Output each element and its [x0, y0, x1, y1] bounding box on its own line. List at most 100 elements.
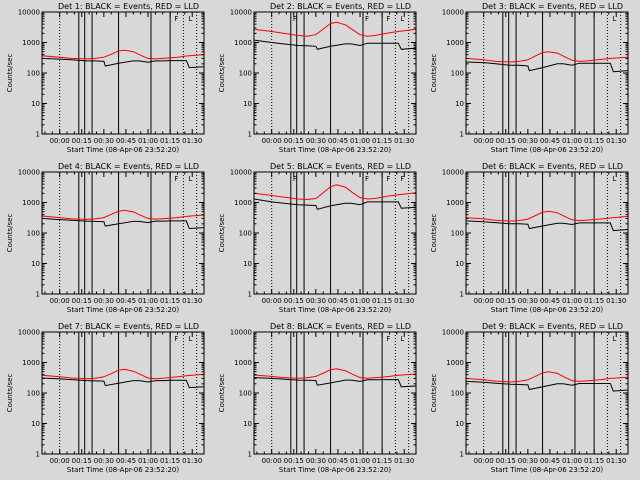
y-tick-label: 1 — [460, 291, 464, 299]
x-tick-label: 00:45 — [328, 137, 348, 145]
y-axis-label: Counts/sec — [218, 374, 226, 413]
x-tick-label: 00:15 — [72, 457, 92, 465]
chart-title: Det 2: BLACK = Events, RED = LLD — [270, 2, 411, 11]
y-tick-label: 10000 — [442, 329, 464, 337]
x-axis-label: Start Time (08-Apr-06 23:52:20) — [67, 146, 179, 154]
x-tick-label: 00:15 — [496, 457, 516, 465]
plot-frame — [253, 171, 417, 295]
x-tick-label: 01:00 — [562, 137, 582, 145]
flag-marker: L — [612, 175, 616, 183]
y-axis-label: Counts/sec — [6, 214, 14, 253]
y-tick-label: 1000 — [234, 39, 252, 47]
y-tick-label: 1 — [460, 451, 464, 459]
y-tick-label: 10 — [31, 100, 40, 108]
x-tick-label: 00:45 — [328, 457, 348, 465]
y-tick-label: 100 — [239, 390, 252, 398]
x-axis-label: Start Time (08-Apr-06 23:52:20) — [491, 146, 603, 154]
series-line-events — [253, 39, 417, 50]
x-tick-label: 01:15 — [372, 297, 392, 305]
x-tick-label: 00:00 — [474, 137, 494, 145]
plot-frame — [41, 171, 205, 295]
series-line-lld — [465, 51, 629, 63]
series-line-lld — [41, 368, 205, 380]
y-tick-label: 1000 — [234, 199, 252, 207]
x-tick-label: 00:45 — [540, 457, 560, 465]
flag-marker: L — [612, 335, 616, 343]
plot-frame — [253, 11, 417, 135]
y-tick-label: 100 — [451, 70, 464, 78]
x-tick-label: 00:45 — [540, 137, 560, 145]
series-line-events — [465, 220, 629, 232]
y-tick-label: 10 — [455, 260, 464, 268]
y-tick-label: 10000 — [230, 9, 252, 17]
flag-marker: F — [174, 175, 178, 183]
y-tick-label: 1 — [36, 131, 40, 139]
x-tick-label: 00:45 — [116, 297, 136, 305]
x-axis-label: Start Time (08-Apr-06 23:52:20) — [67, 466, 179, 474]
x-tick-label: 00:15 — [72, 297, 92, 305]
x-tick-label: 00:15 — [72, 137, 92, 145]
plot-frame — [41, 11, 205, 135]
y-tick-label: 1 — [248, 291, 252, 299]
y-tick-label: 100 — [239, 230, 252, 238]
series-line-events — [41, 217, 205, 230]
x-tick-label: 00:15 — [284, 457, 304, 465]
plot-frame — [253, 331, 417, 455]
x-tick-label: 01:00 — [350, 457, 370, 465]
x-tick-label: 01:00 — [350, 297, 370, 305]
flag-marker: L — [188, 335, 192, 343]
y-tick-label: 1 — [248, 451, 252, 459]
x-tick-label: 00:30 — [94, 457, 114, 465]
flag-marker: F — [174, 15, 178, 23]
x-tick-label: 00:30 — [306, 457, 326, 465]
x-tick-label: 01:30 — [394, 297, 414, 305]
y-tick-label: 1000 — [22, 39, 40, 47]
y-tick-label: 1 — [460, 131, 464, 139]
x-tick-label: 00:45 — [540, 297, 560, 305]
plot-frame — [465, 331, 629, 455]
flag-marker: L — [400, 335, 404, 343]
x-tick-label: 00:15 — [284, 297, 304, 305]
y-axis-label: Counts/sec — [6, 54, 14, 93]
flag-marker: L — [612, 15, 616, 23]
x-tick-label: 01:30 — [182, 457, 202, 465]
y-tick-label: 1000 — [234, 359, 252, 367]
x-tick-label: 00:45 — [116, 137, 136, 145]
x-tick-label: 00:15 — [496, 297, 516, 305]
plot-frame — [41, 331, 205, 455]
x-tick-label: 00:00 — [474, 297, 494, 305]
chart-title: Det 5: BLACK = Events, RED = LLD — [270, 162, 411, 171]
y-axis-label: Counts/sec — [430, 54, 438, 93]
flag-marker: F — [386, 335, 390, 343]
x-tick-label: 01:15 — [160, 297, 180, 305]
x-axis-label: Start Time (08-Apr-06 23:52:20) — [279, 466, 391, 474]
y-tick-label: 100 — [239, 70, 252, 78]
detector-chart-9: Det 9: BLACK = Events, RED = LLD L 1 10 100 1… — [430, 322, 629, 474]
series-line-lld — [253, 21, 417, 37]
detector-chart-3: Det 3: BLACK = Events, RED = LLD L 1 10 100 1… — [430, 2, 629, 154]
y-tick-label: 10 — [243, 100, 252, 108]
y-tick-label: 100 — [451, 230, 464, 238]
x-tick-label: 01:15 — [160, 137, 180, 145]
y-tick-label: 10000 — [230, 329, 252, 337]
x-tick-label: 00:30 — [518, 457, 538, 465]
x-tick-label: 01:00 — [138, 297, 158, 305]
y-axis-label: Counts/sec — [6, 374, 14, 413]
x-tick-label: 00:00 — [262, 137, 282, 145]
y-tick-label: 1000 — [446, 39, 464, 47]
x-axis-label: Start Time (08-Apr-06 23:52:20) — [67, 306, 179, 314]
y-tick-label: 10000 — [18, 329, 40, 337]
chart-title: Det 1: BLACK = Events, RED = LLD — [58, 2, 199, 11]
series-line-events — [41, 57, 205, 69]
detector-chart-4: Det 4: BLACK = Events, RED = LLD F L 1 10 100… — [6, 162, 205, 314]
x-tick-label: 01:00 — [138, 137, 158, 145]
y-tick-label: 1000 — [446, 199, 464, 207]
series-line-events — [41, 377, 205, 389]
flag-marker: F — [365, 15, 369, 23]
x-tick-label: 01:30 — [182, 137, 202, 145]
y-axis-label: Counts/sec — [430, 214, 438, 253]
y-tick-label: 10000 — [442, 169, 464, 177]
y-tick-label: 10000 — [18, 9, 40, 17]
x-tick-label: 00:45 — [116, 457, 136, 465]
flag-marker: L — [400, 15, 404, 23]
